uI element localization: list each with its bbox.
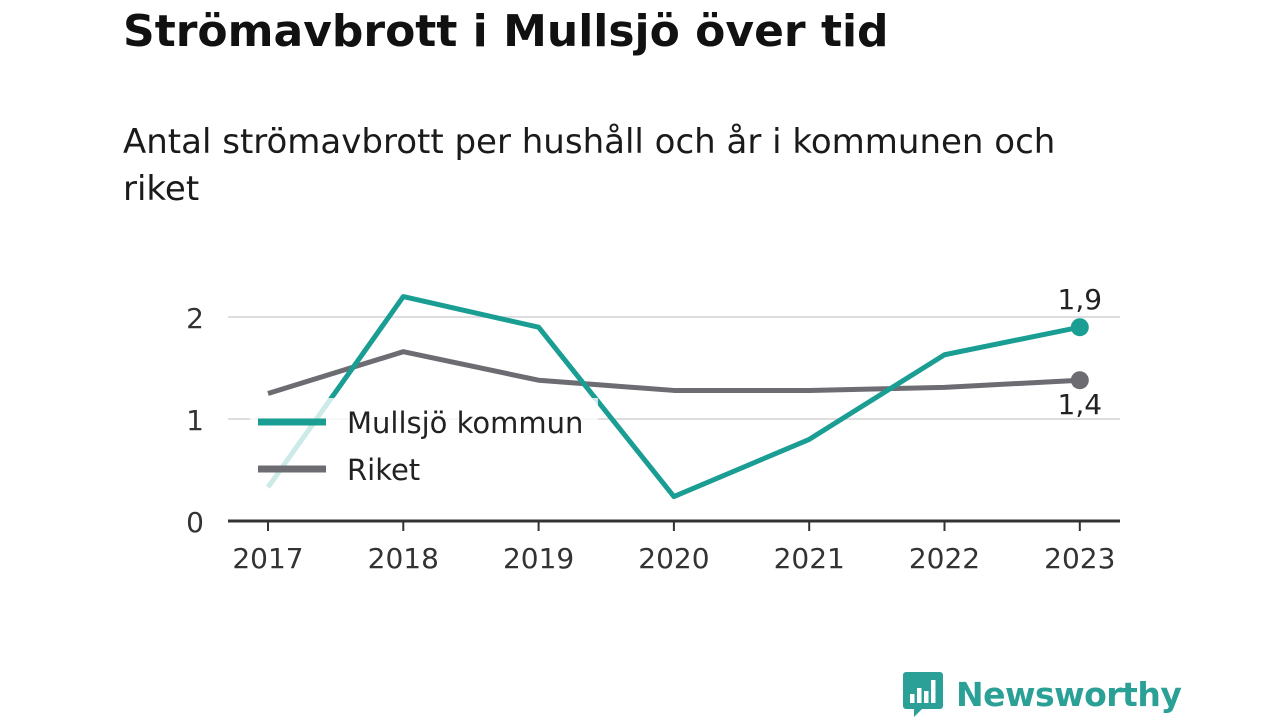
legend-background — [250, 398, 598, 496]
x-tick-label: 2017 — [232, 542, 303, 575]
end-value-label-0: 1,9 — [1058, 283, 1103, 316]
chart-title: Strömavbrott i Mullsjö över tid — [123, 6, 889, 57]
brand-name: Newsworthy — [956, 674, 1182, 714]
y-axis-ticks: 0 1 2 — [186, 302, 204, 539]
series-line-0 — [265, 294, 1081, 500]
x-tick-label: 2023 — [1044, 542, 1115, 575]
brand-logo: Newsworthy — [902, 670, 1182, 718]
series-line-1 — [267, 349, 1080, 396]
x-axis-ticks: 2017 2018 2019 2020 2021 2022 2023 — [228, 519, 1120, 575]
series-lines — [265, 294, 1089, 500]
y-tick-label: 1 — [186, 404, 204, 437]
y-tick-label: 2 — [186, 302, 204, 335]
y-tick-label: 0 — [186, 506, 204, 539]
x-tick-label: 2020 — [638, 542, 709, 575]
legend-label-1: Riket — [347, 453, 420, 487]
legend: Mullsjö kommun Riket — [250, 398, 598, 496]
x-tick-label: 2018 — [368, 542, 439, 575]
end-value-label-1: 1,4 — [1058, 388, 1103, 421]
x-tick-label: 2022 — [909, 542, 980, 575]
series-end-point-0 — [1070, 318, 1089, 337]
series-end-point-1 — [1070, 371, 1089, 390]
bar-chart-speech-bubble-icon — [903, 672, 943, 717]
end-labels: 1,9 1,4 — [1058, 283, 1103, 421]
x-tick-label: 2021 — [774, 542, 845, 575]
legend-label-0: Mullsjö kommun — [347, 406, 583, 440]
x-tick-label: 2019 — [503, 542, 574, 575]
chart-subtitle: Antal strömavbrott per hushåll och år i … — [123, 122, 1056, 209]
